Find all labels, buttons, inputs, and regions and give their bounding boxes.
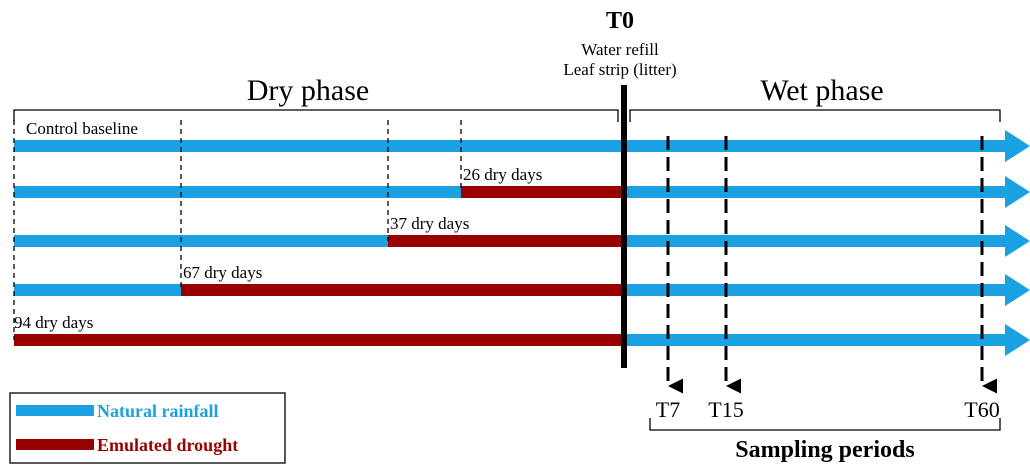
sampling-point: T7 xyxy=(656,397,680,422)
rainfall-bar xyxy=(14,140,1010,152)
legend-label: Natural rainfall xyxy=(97,401,219,421)
row-label: 26 dry days xyxy=(463,165,542,184)
arrow-head xyxy=(1005,324,1030,356)
arrow-head xyxy=(1005,274,1030,306)
arrow-head xyxy=(1005,225,1030,257)
drought-bar xyxy=(388,235,622,247)
sampling-point: T60 xyxy=(964,397,999,422)
wet-phase-label: Wet phase xyxy=(760,74,883,107)
sampling-point: T15 xyxy=(708,397,743,422)
t0-line xyxy=(621,85,627,368)
event-note: Water refill xyxy=(581,40,659,59)
t0-label: T0 xyxy=(606,8,634,34)
legend-swatch xyxy=(16,405,94,416)
legend-swatch xyxy=(16,439,94,450)
rows: Control baseline 26 dry days 37 dry days 67… xyxy=(14,119,1030,356)
arrow-head xyxy=(1005,176,1030,208)
sampling-label: Sampling periods xyxy=(735,437,914,463)
arrow-head xyxy=(1005,130,1030,162)
row-label: Control baseline xyxy=(26,119,138,138)
row-label: 94 dry days xyxy=(14,313,93,332)
drought-bar xyxy=(14,334,622,346)
drought-bar xyxy=(461,186,622,198)
event-note: Leaf strip (litter) xyxy=(563,60,676,79)
drought-bar xyxy=(181,284,622,296)
dry-bracket xyxy=(13,109,619,122)
legend-box xyxy=(9,392,286,464)
row-label: 37 dry days xyxy=(390,214,469,233)
sampling-bracket xyxy=(649,418,1001,431)
legend-label: Emulated drought xyxy=(97,435,238,455)
row-label: 67 dry days xyxy=(183,263,262,282)
wet-bracket xyxy=(629,109,1001,122)
dry-phase-label: Dry phase xyxy=(247,74,369,107)
